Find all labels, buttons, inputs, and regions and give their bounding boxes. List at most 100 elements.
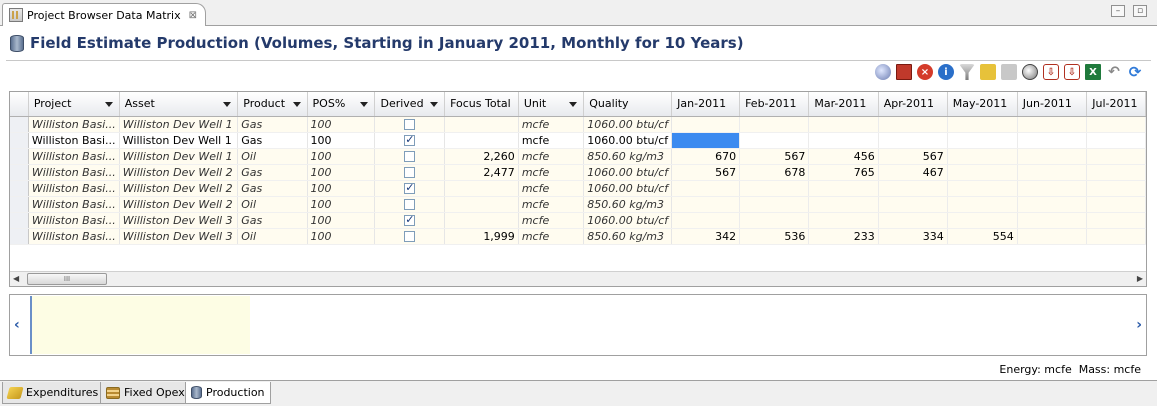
cell-asset[interactable]: Williston Dev Well 2 — [119, 196, 239, 213]
row-selector[interactable] — [10, 148, 29, 165]
cell-asset[interactable]: Williston Dev Well 1 — [119, 148, 239, 165]
cell-unit[interactable]: mcfe — [518, 196, 585, 213]
cell-month-value[interactable]: 554 — [947, 228, 1018, 245]
cell-month-value[interactable]: 467 — [878, 164, 948, 181]
cell-product[interactable]: Gas — [237, 212, 308, 229]
tab-expenditures[interactable]: Expenditures — [2, 382, 105, 404]
report-icon[interactable] — [896, 64, 912, 80]
cell-month-value[interactable] — [739, 196, 810, 213]
cell-month-value[interactable]: 456 — [808, 148, 879, 165]
derived-checkbox[interactable] — [404, 231, 416, 242]
cell-month-value[interactable] — [671, 196, 741, 213]
cell-month-value[interactable] — [1086, 228, 1146, 245]
cell-product[interactable]: Gas — [237, 164, 308, 181]
cell-focus-total[interactable] — [444, 212, 519, 229]
cell-month-value[interactable] — [1017, 164, 1088, 181]
cell-product[interactable]: Gas — [237, 180, 308, 197]
cell-focus-total[interactable] — [444, 132, 519, 149]
stop-icon[interactable]: × — [917, 64, 933, 80]
cell-focus-total[interactable]: 2,477 — [444, 164, 519, 181]
cell-project[interactable]: Williston Basi... — [28, 116, 120, 133]
cell-month-value[interactable] — [1086, 164, 1146, 181]
derived-checkbox[interactable] — [404, 199, 416, 210]
cell-unit[interactable]: mcfe — [518, 180, 585, 197]
edit-disabled-icon[interactable] — [1001, 64, 1017, 80]
cell-month-value[interactable] — [671, 132, 741, 149]
table-row[interactable]: Williston Basi... Williston Dev Well 2 Oil… — [10, 196, 1146, 213]
column-header-may-2011[interactable]: May-2011 — [947, 92, 1018, 117]
cell-month-value[interactable] — [671, 212, 741, 229]
chevron-down-icon[interactable] — [104, 102, 113, 107]
cell-month-value[interactable] — [1017, 196, 1088, 213]
cell-month-value[interactable] — [878, 132, 948, 149]
cell-month-value[interactable] — [808, 116, 879, 133]
cell-derived[interactable] — [374, 116, 446, 133]
cell-month-value[interactable] — [1086, 212, 1146, 229]
cell-project[interactable]: Williston Basi... — [28, 132, 120, 149]
column-header-mar-2011[interactable]: Mar-2011 — [808, 92, 879, 117]
cell-derived[interactable] — [374, 132, 446, 149]
cell-quality[interactable]: 1060.00 btu/cf — [583, 180, 673, 197]
cell-focus-total[interactable] — [444, 116, 519, 133]
column-header-unit[interactable]: Unit — [518, 92, 585, 117]
cell-unit[interactable]: mcfe — [518, 132, 585, 149]
cell-month-value[interactable] — [1017, 116, 1088, 133]
derived-checkbox[interactable] — [404, 119, 416, 130]
cell-month-value[interactable] — [878, 116, 948, 133]
row-selector[interactable] — [10, 212, 29, 229]
table-row[interactable]: Williston Basi... Williston Dev Well 3 Oil… — [10, 228, 1146, 245]
cell-derived[interactable] — [374, 228, 446, 245]
cell-month-value[interactable] — [947, 148, 1018, 165]
cell-quality[interactable]: 850.60 kg/m3 — [583, 228, 673, 245]
table-row[interactable]: Williston Basi... Williston Dev Well 1 Gas… — [10, 116, 1146, 133]
column-header-product[interactable]: Product — [237, 92, 308, 117]
cell-month-value[interactable] — [1086, 132, 1146, 149]
cell-month-value[interactable] — [739, 180, 810, 197]
table-row[interactable]: Williston Basi... Williston Dev Well 1 Gas… — [10, 132, 1146, 149]
close-icon[interactable]: ⊠ — [188, 9, 197, 21]
column-header-asset[interactable]: Asset — [119, 92, 239, 117]
minimize-button[interactable]: – — [1111, 5, 1125, 17]
cell-month-value[interactable] — [808, 132, 879, 149]
scroll-thumb[interactable]: III — [27, 273, 107, 285]
cell-month-value[interactable]: 567 — [878, 148, 948, 165]
cell-quality[interactable]: 1060.00 btu/cf — [583, 212, 673, 229]
cell-project[interactable]: Williston Basi... — [28, 180, 120, 197]
row-selector[interactable] — [10, 180, 29, 197]
edit-icon[interactable] — [980, 64, 996, 80]
row-selector[interactable] — [10, 164, 29, 181]
cell-month-value[interactable]: 334 — [878, 228, 948, 245]
derived-checkbox[interactable] — [404, 213, 416, 226]
cell-month-value[interactable]: 233 — [808, 228, 879, 245]
chevron-right-icon[interactable]: › — [1136, 317, 1142, 333]
table-row[interactable]: Williston Basi... Williston Dev Well 2 Gas… — [10, 180, 1146, 197]
cell-month-value[interactable]: 670 — [671, 148, 741, 165]
undo-icon[interactable]: ↶ — [1108, 64, 1120, 80]
column-header-pos[interactable]: POS% — [307, 92, 376, 117]
derived-checkbox[interactable] — [404, 151, 416, 162]
cell-month-value[interactable] — [808, 212, 879, 229]
cell-product[interactable]: Gas — [237, 116, 308, 133]
table-row[interactable]: Williston Basi... Williston Dev Well 3 Gas… — [10, 212, 1146, 229]
cell-quality[interactable]: 1060.00 btu/cf — [583, 116, 673, 133]
chevron-down-icon[interactable] — [430, 102, 439, 107]
cell-month-value[interactable] — [1086, 180, 1146, 197]
chevron-down-icon[interactable] — [292, 102, 301, 107]
cell-month-value[interactable] — [808, 196, 879, 213]
zoom-icon[interactable] — [1022, 64, 1038, 80]
cell-product[interactable]: Oil — [237, 196, 308, 213]
view-tab-project-browser[interactable]: Project Browser Data Matrix ⊠ — [2, 3, 206, 26]
cell-asset[interactable]: Williston Dev Well 3 — [119, 228, 239, 245]
chevron-left-icon[interactable]: ‹ — [14, 317, 20, 333]
cell-project[interactable]: Williston Basi... — [28, 228, 120, 245]
cell-month-value[interactable] — [1086, 116, 1146, 133]
cell-focus-total[interactable] — [444, 180, 519, 197]
cell-month-value[interactable] — [947, 180, 1018, 197]
cell-pos[interactable]: 100 — [307, 148, 376, 165]
cell-quality[interactable]: 1060.00 btu/cf — [583, 164, 673, 181]
cell-pos[interactable]: 100 — [307, 196, 376, 213]
cell-asset[interactable]: Williston Dev Well 1 — [119, 116, 239, 133]
cell-month-value[interactable] — [808, 180, 879, 197]
cell-month-value[interactable] — [1017, 228, 1088, 245]
cell-month-value[interactable] — [947, 164, 1018, 181]
